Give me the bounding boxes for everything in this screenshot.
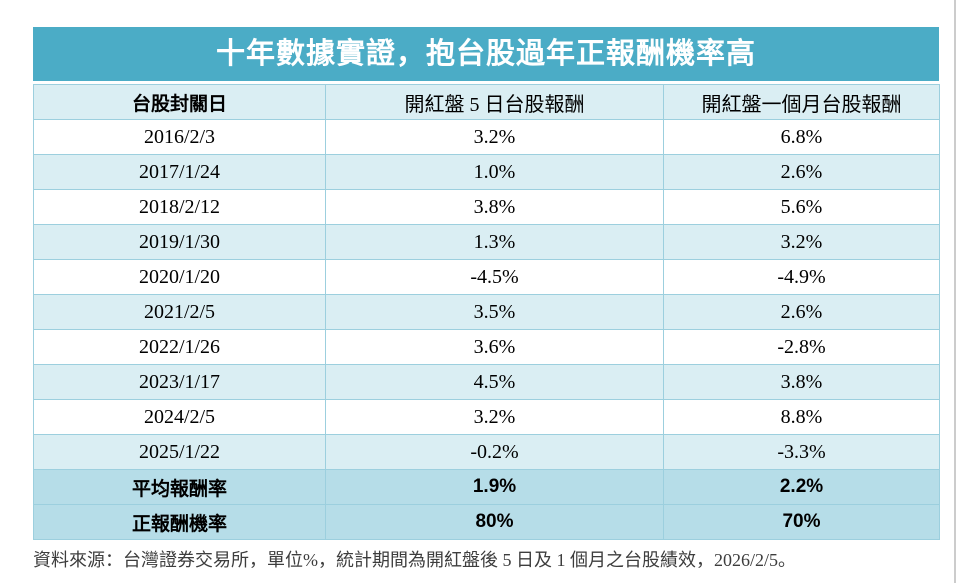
return-5d-cell: 3.2% — [325, 119, 664, 155]
return-5d-cell: 80% — [325, 504, 664, 540]
return-5d-cell: 4.5% — [325, 364, 664, 400]
date-cell: 2023/1/17 — [33, 364, 326, 400]
date-cell: 2025/1/22 — [33, 434, 326, 470]
date-cell: 2019/1/30 — [33, 224, 326, 260]
table-row: 2020/1/20 -4.5% -4.9% — [33, 259, 940, 295]
date-cell: 2016/2/3 — [33, 119, 326, 155]
return-1m-cell: 2.6% — [663, 294, 940, 330]
return-5d-cell: 1.3% — [325, 224, 664, 260]
positive-probability-row: 正報酬機率 80% 70% — [33, 504, 940, 540]
date-cell: 2020/1/20 — [33, 259, 326, 295]
return-5d-cell: 3.5% — [325, 294, 664, 330]
date-cell: 2024/2/5 — [33, 399, 326, 435]
column-header-1month-return: 開紅盤一個月台股報酬 — [663, 84, 940, 120]
table-row: 2017/1/24 1.0% 2.6% — [33, 154, 940, 190]
summary-label: 正報酬機率 — [33, 504, 326, 540]
column-header-5day-return: 開紅盤 5 日台股報酬 — [325, 84, 664, 120]
table-row: 2024/2/5 3.2% 8.8% — [33, 399, 940, 435]
table-row: 2018/2/12 3.8% 5.6% — [33, 189, 940, 225]
table-title: 十年數據實證，抱台股過年正報酬機率高 — [33, 27, 939, 81]
return-1m-cell: 70% — [663, 504, 940, 540]
date-cell: 2022/1/26 — [33, 329, 326, 365]
return-5d-cell: -0.2% — [325, 434, 664, 470]
return-5d-cell: 1.0% — [325, 154, 664, 190]
table-row: 2021/2/5 3.5% 2.6% — [33, 294, 940, 330]
return-1m-cell: 3.8% — [663, 364, 940, 400]
return-1m-cell: -3.3% — [663, 434, 940, 470]
header-row: 台股封關日 開紅盤 5 日台股報酬 開紅盤一個月台股報酬 — [33, 84, 940, 120]
returns-data-grid: 台股封關日 開紅盤 5 日台股報酬 開紅盤一個月台股報酬 2016/2/3 3.… — [33, 84, 940, 540]
table-row: 2025/1/22 -0.2% -3.3% — [33, 434, 940, 470]
return-1m-cell: 8.8% — [663, 399, 940, 435]
table-row: 2016/2/3 3.2% 6.8% — [33, 119, 940, 155]
table-row: 2019/1/30 1.3% 3.2% — [33, 224, 940, 260]
returns-table: 十年數據實證，抱台股過年正報酬機率高 台股封關日 開紅盤 5 日台股報酬 開紅盤… — [33, 27, 940, 540]
return-1m-cell: -2.8% — [663, 329, 940, 365]
return-1m-cell: -4.9% — [663, 259, 940, 295]
window-edge-divider — [954, 0, 956, 583]
data-source-note: 資料來源：台灣證券交易所，單位%，統計期間為開紅盤後 5 日及 1 個月之台股績… — [33, 550, 796, 570]
return-1m-cell: 6.8% — [663, 119, 940, 155]
date-cell: 2018/2/12 — [33, 189, 326, 225]
average-return-row: 平均報酬率 1.9% 2.2% — [33, 469, 940, 505]
table-row: 2022/1/26 3.6% -2.8% — [33, 329, 940, 365]
summary-label: 平均報酬率 — [33, 469, 326, 505]
return-1m-cell: 5.6% — [663, 189, 940, 225]
table-row: 2023/1/17 4.5% 3.8% — [33, 364, 940, 400]
return-5d-cell: 1.9% — [325, 469, 664, 505]
return-5d-cell: -4.5% — [325, 259, 664, 295]
return-5d-cell: 3.6% — [325, 329, 664, 365]
column-header-close-date: 台股封關日 — [33, 84, 326, 120]
return-1m-cell: 2.6% — [663, 154, 940, 190]
date-cell: 2021/2/5 — [33, 294, 326, 330]
return-5d-cell: 3.2% — [325, 399, 664, 435]
return-1m-cell: 2.2% — [663, 469, 940, 505]
return-5d-cell: 3.8% — [325, 189, 664, 225]
date-cell: 2017/1/24 — [33, 154, 326, 190]
return-1m-cell: 3.2% — [663, 224, 940, 260]
